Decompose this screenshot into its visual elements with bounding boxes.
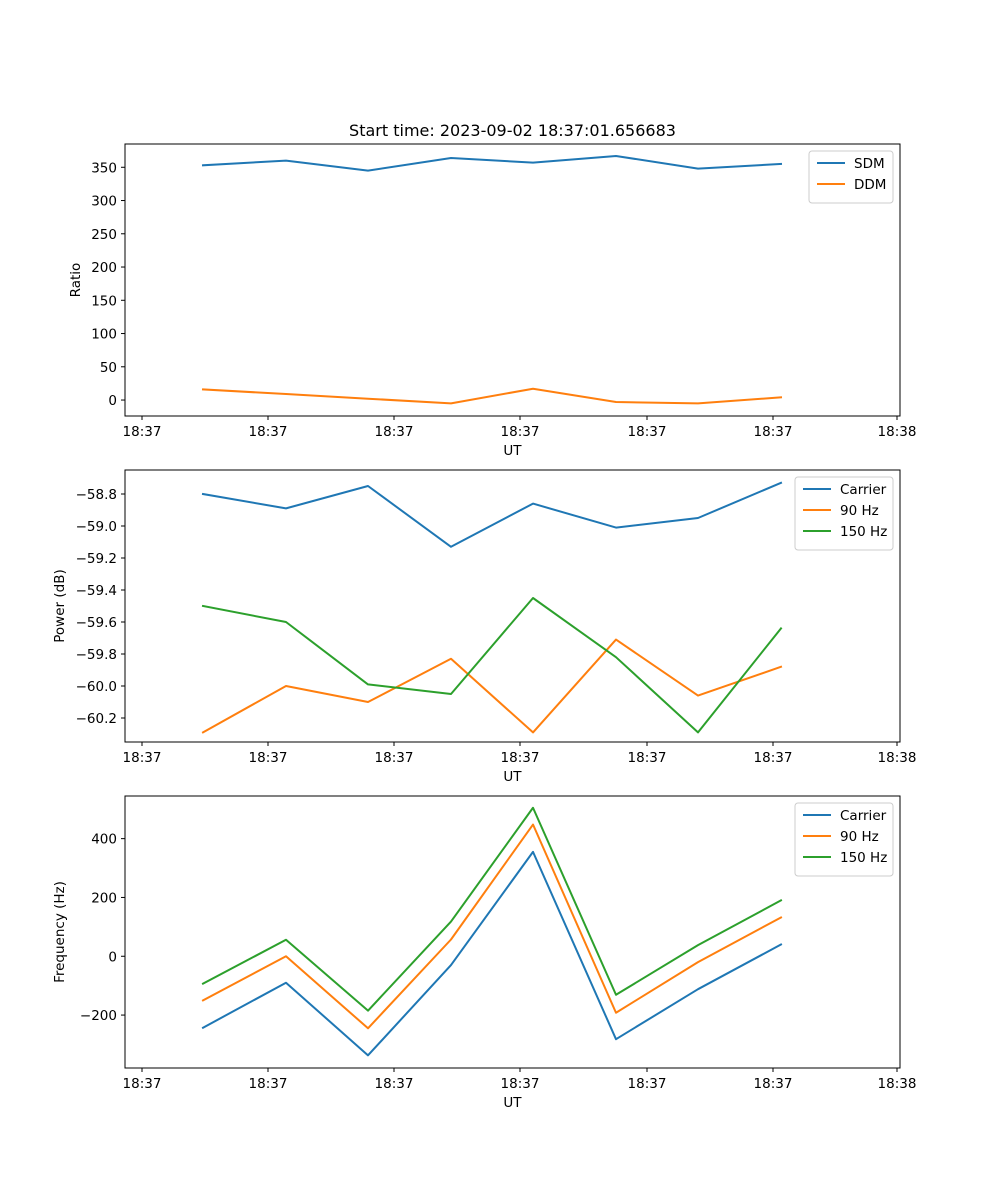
y-tick-label: 150: [91, 293, 117, 309]
series-line-90-hz: [201, 638, 783, 734]
x-tick-label: 18:37: [501, 424, 540, 440]
axes-frame: [124, 469, 901, 743]
y-tick-label: 0: [108, 393, 117, 409]
y-tick-label: −60.0: [76, 679, 117, 695]
series-line-carrier: [201, 481, 783, 548]
legend-label: 150 Hz: [840, 850, 887, 866]
x-tick-label: 18:37: [754, 424, 793, 440]
x-axis-label: UT: [503, 443, 522, 459]
x-tick-label: 18:37: [501, 750, 540, 766]
legend-label: 90 Hz: [840, 503, 879, 519]
y-tick-label: 350: [91, 160, 117, 176]
x-tick-label: 18:37: [123, 1076, 162, 1092]
x-tick-label: 18:37: [754, 1076, 793, 1092]
y-tick-label: 50: [100, 360, 117, 376]
series-line-150-hz: [201, 597, 783, 734]
y-tick-label: 250: [91, 227, 117, 243]
series-line-carrier: [201, 850, 783, 1057]
y-tick-label: 0: [108, 949, 117, 965]
x-axis-label: UT: [503, 769, 522, 785]
y-tick-label: −59.6: [76, 615, 117, 631]
y-tick-label: 400: [91, 832, 117, 848]
x-tick-label: 18:38: [878, 424, 917, 440]
legend-label: 90 Hz: [840, 829, 879, 845]
x-tick-label: 18:37: [501, 1076, 540, 1092]
x-tick-label: 18:37: [754, 750, 793, 766]
y-axis-label: Power (dB): [52, 569, 68, 642]
x-tick-label: 18:37: [249, 750, 288, 766]
x-tick-label: 18:37: [628, 1076, 667, 1092]
chart-panels: 18:37 18:37 18:37 18:37 18:37 18:37 18:38 0 50 10…: [52, 143, 917, 1111]
axes-frame: [124, 143, 901, 417]
y-tick-label: −59.0: [76, 519, 117, 535]
x-tick-label: 18:37: [628, 750, 667, 766]
legend-label: Carrier: [840, 482, 887, 498]
y-tick-label: −59.4: [76, 583, 117, 599]
y-tick-label: −59.2: [76, 551, 117, 567]
x-tick-label: 18:37: [375, 750, 414, 766]
chart-panel-2: 18:37 18:37 18:37 18:37 18:37 18:37 18:38 −60.2…: [52, 469, 917, 785]
figure-title: Start time: 2023-09-02 18:37:01.656683: [349, 121, 676, 140]
y-tick-label: 200: [91, 260, 117, 276]
series-line-150-hz: [201, 806, 783, 1012]
y-axis-label: Frequency (Hz): [52, 881, 68, 983]
y-tick-label: −60.2: [76, 711, 117, 727]
legend: Carrier 90 Hz 150 Hz: [794, 476, 894, 551]
legend-label: SDM: [854, 156, 885, 172]
x-axis-label: UT: [503, 1095, 522, 1111]
x-tick-label: 18:37: [375, 424, 414, 440]
y-tick-label: −58.8: [76, 487, 117, 503]
chart-panel-1: 18:37 18:37 18:37 18:37 18:37 18:37 18:38 0 50 10…: [68, 143, 917, 459]
chart-panel-3: 18:37 18:37 18:37 18:37 18:37 18:37 18:38 −200 0…: [52, 795, 917, 1111]
x-tick-label: 18:37: [375, 1076, 414, 1092]
y-tick-label: −200: [80, 1008, 117, 1024]
legend-label: 150 Hz: [840, 524, 887, 540]
y-tick-label: −59.8: [76, 647, 117, 663]
y-tick-label: 100: [91, 327, 117, 343]
x-tick-label: 18:38: [878, 1076, 917, 1092]
axes-frame: [124, 795, 901, 1069]
legend-label: DDM: [854, 177, 886, 193]
x-tick-label: 18:37: [628, 424, 667, 440]
legend-label: Carrier: [840, 808, 887, 824]
y-axis-label: Ratio: [68, 263, 84, 298]
series-line-sdm: [201, 154, 783, 172]
x-tick-label: 18:37: [249, 1076, 288, 1092]
x-tick-label: 18:37: [123, 424, 162, 440]
legend: SDM DDM: [808, 150, 894, 204]
y-tick-label: 300: [91, 194, 117, 210]
series-line-90-hz: [201, 823, 783, 1030]
legend: Carrier 90 Hz 150 Hz: [794, 802, 894, 877]
y-tick-label: 200: [91, 890, 117, 906]
series-line-ddm: [201, 387, 783, 405]
x-tick-label: 18:37: [249, 424, 288, 440]
x-tick-label: 18:38: [878, 750, 917, 766]
x-tick-label: 18:37: [123, 750, 162, 766]
